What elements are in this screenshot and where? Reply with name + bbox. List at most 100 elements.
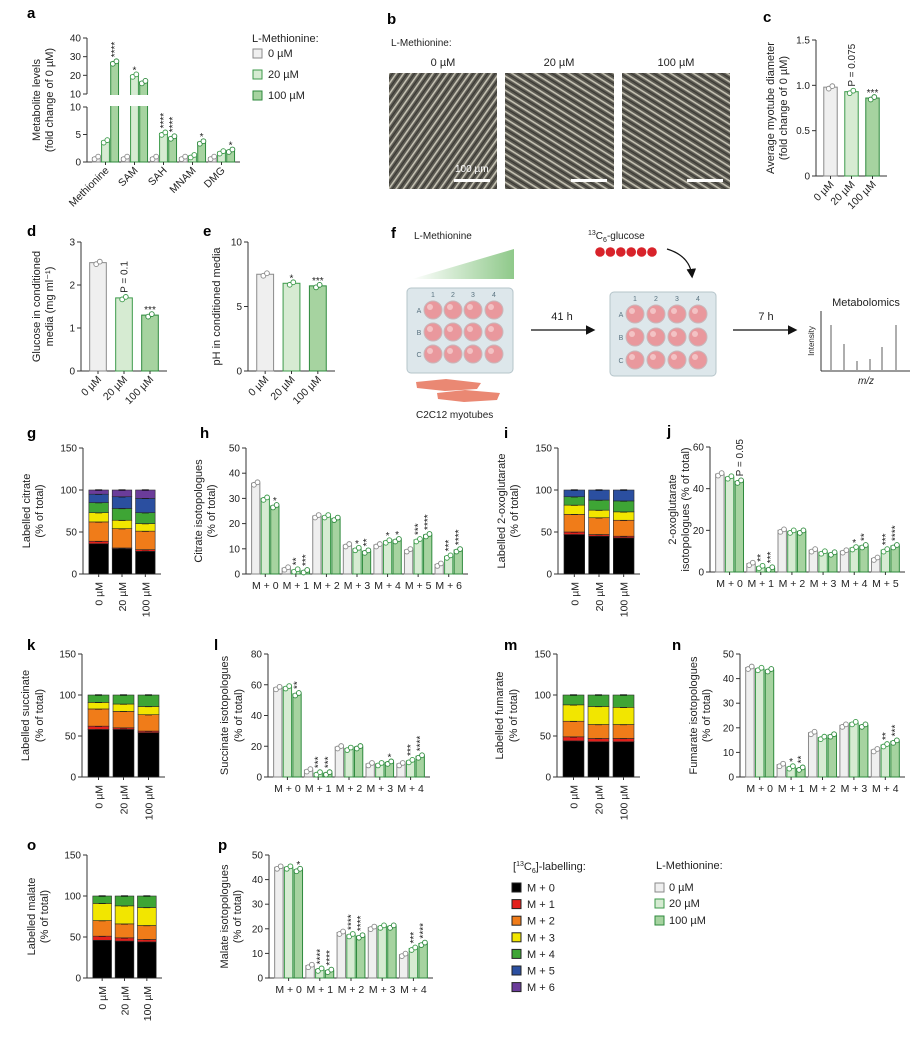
well [667, 304, 687, 324]
well-highlight [447, 326, 453, 332]
glucose-carbon-bead-icon [605, 247, 616, 257]
stacked-segment [563, 496, 585, 506]
x-tick-label: 100 µM [144, 785, 156, 820]
replicate-point [884, 546, 891, 552]
y-tick-label: 50 [252, 851, 264, 862]
panel-p-chart: p 0 10 20 30 40 50 Malate isotopologues (% of to… [218, 837, 433, 996]
stacked-segment [112, 694, 135, 705]
significance-label: ** [362, 538, 373, 546]
stacked-segment [112, 729, 135, 778]
bar [260, 497, 270, 575]
micrograph-label: 20 µM [544, 57, 575, 69]
panel-label: m [504, 637, 517, 654]
bar [413, 539, 423, 575]
stacked-segment [92, 895, 112, 904]
replicate-point [862, 721, 869, 728]
bar [336, 931, 346, 979]
well-highlight [427, 304, 433, 310]
well [625, 350, 645, 370]
bar [346, 934, 356, 979]
x-tick-label: SAH [146, 165, 170, 189]
plate-row-label: B [417, 330, 422, 337]
replicate-point [317, 769, 323, 776]
panel-label: p [218, 837, 227, 854]
well [625, 304, 645, 324]
significance-label: P = 0.075 [847, 43, 858, 86]
y-axis-label: Malate isotopologues [219, 864, 231, 968]
glucose-label: 13C6-glucose [588, 230, 645, 244]
stacked-segment [563, 514, 585, 533]
bar [377, 925, 387, 979]
legend-swatch-0um [252, 48, 263, 59]
replicate-point [171, 133, 178, 140]
plate-row-label: A [619, 312, 624, 319]
replicate-point [850, 87, 857, 94]
legend-swatch-m3 [511, 932, 522, 943]
x-tick-label: M + 0 [252, 580, 279, 592]
replicate-point [738, 477, 744, 484]
stacked-segment [587, 706, 610, 725]
replicate-point [124, 153, 131, 160]
replicate-point [96, 258, 103, 265]
stacked-segment [588, 535, 610, 575]
replicate-point [334, 514, 341, 521]
legend-swatch-m6 [511, 982, 522, 993]
x-tick-label: M + 0 [746, 783, 773, 795]
significance-label: **** [423, 514, 434, 530]
replicate-point [388, 758, 395, 765]
stacked-segment [88, 521, 109, 542]
y-axis-label: (fold change of 0 µM) [44, 48, 56, 152]
y-tick-label: 0 [236, 367, 242, 378]
x-tick-label: 20 µM [117, 582, 129, 611]
replicate-point [294, 566, 301, 573]
stacked-segment [111, 489, 133, 498]
well-highlight [447, 348, 453, 354]
y-tick-label: 0.5 [796, 126, 810, 137]
panel-label: l [214, 637, 218, 654]
micrograph-label: 100 µM [658, 57, 695, 69]
y-tick-label: 40 [693, 484, 705, 495]
bar [308, 285, 327, 372]
x-tick-label: Methionine [67, 165, 112, 210]
x-tick-label: M + 0 [274, 783, 301, 795]
significance-label: *** [414, 523, 425, 535]
y-tick-label: 10 [70, 103, 82, 114]
incubation-time: 41 h [551, 311, 572, 323]
replicate-point [326, 769, 333, 776]
replicate-point [122, 294, 129, 300]
y-tick-label: 2 [69, 281, 75, 292]
replicate-point [396, 536, 402, 542]
bar [827, 734, 838, 778]
plate-row-label: C [618, 358, 623, 365]
plate-column-label: 3 [471, 292, 475, 299]
legend-swatch-m5 [511, 965, 522, 976]
x-tick-label: M + 2 [336, 783, 363, 795]
replicate-point [781, 526, 787, 533]
panel-label: a [27, 5, 36, 22]
x-tick-label: M + 4 [374, 580, 401, 592]
x-tick-label: 100 µM [619, 785, 631, 820]
panel-b-micrographs: b L-Methionine: 0 µM 20 µM 100 µM 100 µm [387, 11, 730, 189]
legend-item: M + 6 [527, 982, 555, 994]
panel-label: b [387, 11, 396, 28]
x-tick-label: M + 3 [369, 984, 396, 996]
replicate-point [799, 764, 806, 771]
bar [139, 81, 149, 163]
panel-label: g [27, 425, 36, 442]
bar [312, 515, 322, 575]
x-tick-label: M + 5 [872, 578, 899, 590]
well-highlight [629, 308, 635, 314]
x-tick-label: M + 3 [810, 578, 837, 590]
legend-swatch-20um [252, 69, 263, 80]
stacked-segment [135, 512, 156, 524]
stacked-segment [562, 704, 585, 722]
replicate-point [407, 546, 414, 552]
y-tick-label: 0 [698, 568, 704, 579]
stacked-segment [135, 530, 156, 550]
well [667, 350, 687, 370]
stacked-segment [92, 935, 112, 941]
stacked-segment [137, 694, 160, 707]
y-tick-label: 100 [60, 486, 77, 497]
spectrum-y-label: Intensity [807, 326, 816, 356]
replicate-point [297, 865, 303, 872]
